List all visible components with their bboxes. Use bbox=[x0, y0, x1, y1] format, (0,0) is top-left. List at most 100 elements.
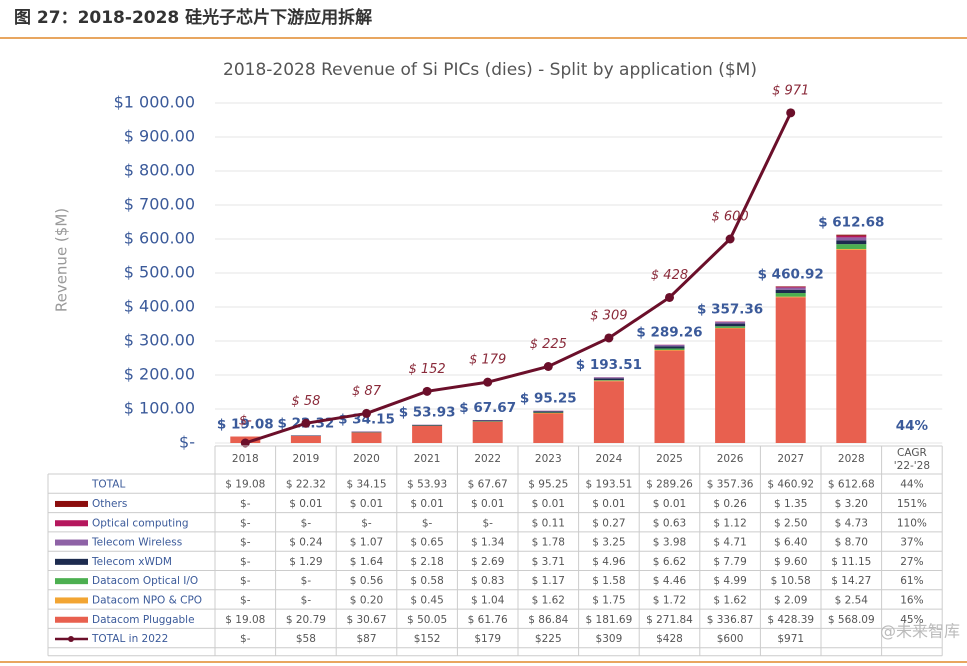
table-cell: $ 1.04 bbox=[471, 594, 505, 606]
table-cell: $ 1.78 bbox=[532, 537, 565, 549]
legend-label: Datacom NPO & CPO bbox=[92, 594, 202, 606]
total-label: $ 289.26 bbox=[636, 325, 702, 341]
y-tick-label: $ 100.00 bbox=[124, 399, 195, 418]
bar-segment bbox=[412, 424, 443, 426]
legend-swatch bbox=[55, 597, 88, 604]
bar-segment bbox=[775, 287, 806, 290]
bar-segment bbox=[836, 234, 867, 236]
bar-segment bbox=[775, 293, 806, 297]
table-cell: $ 1.62 bbox=[532, 594, 565, 606]
table-cell: $ 0.01 bbox=[592, 498, 625, 510]
bar-segment bbox=[593, 378, 624, 381]
table-cell: 27% bbox=[900, 556, 923, 568]
bar-segment bbox=[836, 248, 867, 250]
table-cell: $ 1.17 bbox=[532, 575, 565, 587]
bar-segment bbox=[533, 412, 564, 414]
bar-segment bbox=[593, 377, 624, 379]
table-cell: $ 1.34 bbox=[471, 537, 505, 549]
bar-segment bbox=[593, 380, 624, 382]
table-cell: $ 4.46 bbox=[653, 575, 687, 587]
page-title: 图 27：2018-2028 硅光子芯片下游应用拆解 bbox=[14, 7, 372, 28]
y-tick-label: $ 300.00 bbox=[124, 331, 195, 350]
line-point bbox=[665, 292, 674, 302]
line-label: $- bbox=[239, 414, 252, 429]
legend-swatch bbox=[55, 539, 88, 546]
x-tick-label: 2028 bbox=[838, 453, 865, 465]
y-tick-label: $ 200.00 bbox=[124, 365, 195, 384]
legend-swatch bbox=[55, 520, 88, 527]
total-label: $ 67.67 bbox=[459, 400, 516, 416]
bar-segment bbox=[654, 346, 685, 349]
table-cell: $ 0.01 bbox=[410, 498, 443, 510]
table-cell: $ 3.20 bbox=[835, 498, 868, 510]
table-cell: $ 193.51 bbox=[586, 479, 633, 491]
table-cell: $ 0.65 bbox=[410, 537, 443, 549]
table-cell: $ 95.25 bbox=[528, 479, 568, 491]
table-cell: $ 0.11 bbox=[532, 517, 565, 529]
legend-label: Telecom xWDM bbox=[91, 556, 172, 568]
bar-segment bbox=[654, 344, 685, 347]
table-cell: $ 357.36 bbox=[707, 479, 754, 491]
line-label: $ 87 bbox=[352, 384, 382, 399]
table-cell: $ 9.60 bbox=[774, 556, 807, 568]
line-label: $ 428 bbox=[651, 268, 688, 283]
bar-segment bbox=[351, 432, 382, 443]
table-cell: $ 1.75 bbox=[592, 594, 625, 606]
x-tick-label: 2022 bbox=[474, 453, 501, 465]
table-cell: $- bbox=[240, 556, 251, 568]
table-cell: 16% bbox=[900, 594, 923, 606]
bar-segment bbox=[593, 380, 624, 381]
line-point bbox=[786, 108, 796, 118]
table-cell: $ 428.39 bbox=[767, 614, 814, 626]
table-cell: $ 1.62 bbox=[713, 594, 746, 606]
legend-label: Others bbox=[92, 498, 127, 510]
line-label: $ 58 bbox=[291, 394, 320, 409]
table-cell: 37% bbox=[900, 537, 923, 549]
bar-segment bbox=[775, 289, 806, 294]
total-label: $ 53.93 bbox=[399, 405, 456, 421]
x-tick-label: 2024 bbox=[596, 453, 623, 465]
bar-segment bbox=[290, 435, 321, 443]
table-cell: $ 19.08 bbox=[225, 614, 265, 626]
bar-segment bbox=[533, 410, 564, 412]
table-cell: $ 0.01 bbox=[350, 498, 383, 510]
table-cell: $ 289.26 bbox=[646, 479, 693, 491]
table-cell: $ 1.64 bbox=[350, 556, 384, 568]
table-cell: $- bbox=[301, 594, 312, 606]
x-tick-label: 2026 bbox=[717, 453, 744, 465]
line-point bbox=[362, 408, 371, 418]
table-cell: $ 2.50 bbox=[774, 517, 807, 529]
bar-segment bbox=[775, 297, 806, 443]
table-cell: $ 7.79 bbox=[713, 556, 746, 568]
line-label: $ 971 bbox=[772, 83, 809, 98]
y-tick-label: $ 500.00 bbox=[124, 263, 195, 282]
table-cell: $- bbox=[240, 594, 251, 606]
table-cell: $ 20.79 bbox=[286, 614, 326, 626]
table-cell: $87 bbox=[356, 633, 376, 645]
table-cell: $ 0.27 bbox=[592, 517, 625, 529]
table-cell: $ 6.62 bbox=[653, 556, 686, 568]
legend-label: TOTAL in 2022 bbox=[91, 633, 168, 645]
table-cell: $58 bbox=[296, 633, 316, 645]
table-cell: $152 bbox=[414, 633, 441, 645]
table-cell: $- bbox=[482, 517, 493, 529]
table-cell: $309 bbox=[596, 633, 623, 645]
bar-segment bbox=[836, 235, 867, 238]
bar-segment bbox=[351, 431, 382, 433]
legend-swatch bbox=[55, 578, 88, 585]
total-label: $ 19.08 bbox=[217, 417, 274, 433]
table-cell: $ 1.35 bbox=[774, 498, 807, 510]
table-cell: $ 0.58 bbox=[410, 575, 443, 587]
x-tick-label: 2020 bbox=[353, 453, 380, 465]
bar-segment bbox=[836, 240, 867, 245]
table-cell: $ 1.07 bbox=[350, 537, 383, 549]
table-cell: $ 2.54 bbox=[835, 594, 869, 606]
watermark: @未来智库 bbox=[880, 622, 960, 641]
total-label: $ 357.36 bbox=[697, 301, 763, 317]
table-cell: $ 11.15 bbox=[831, 556, 871, 568]
row-name: TOTAL bbox=[91, 479, 125, 491]
y-tick-label: $ 800.00 bbox=[124, 161, 195, 180]
table-cell: $- bbox=[240, 498, 251, 510]
table-cell: $ 2.09 bbox=[774, 594, 807, 606]
